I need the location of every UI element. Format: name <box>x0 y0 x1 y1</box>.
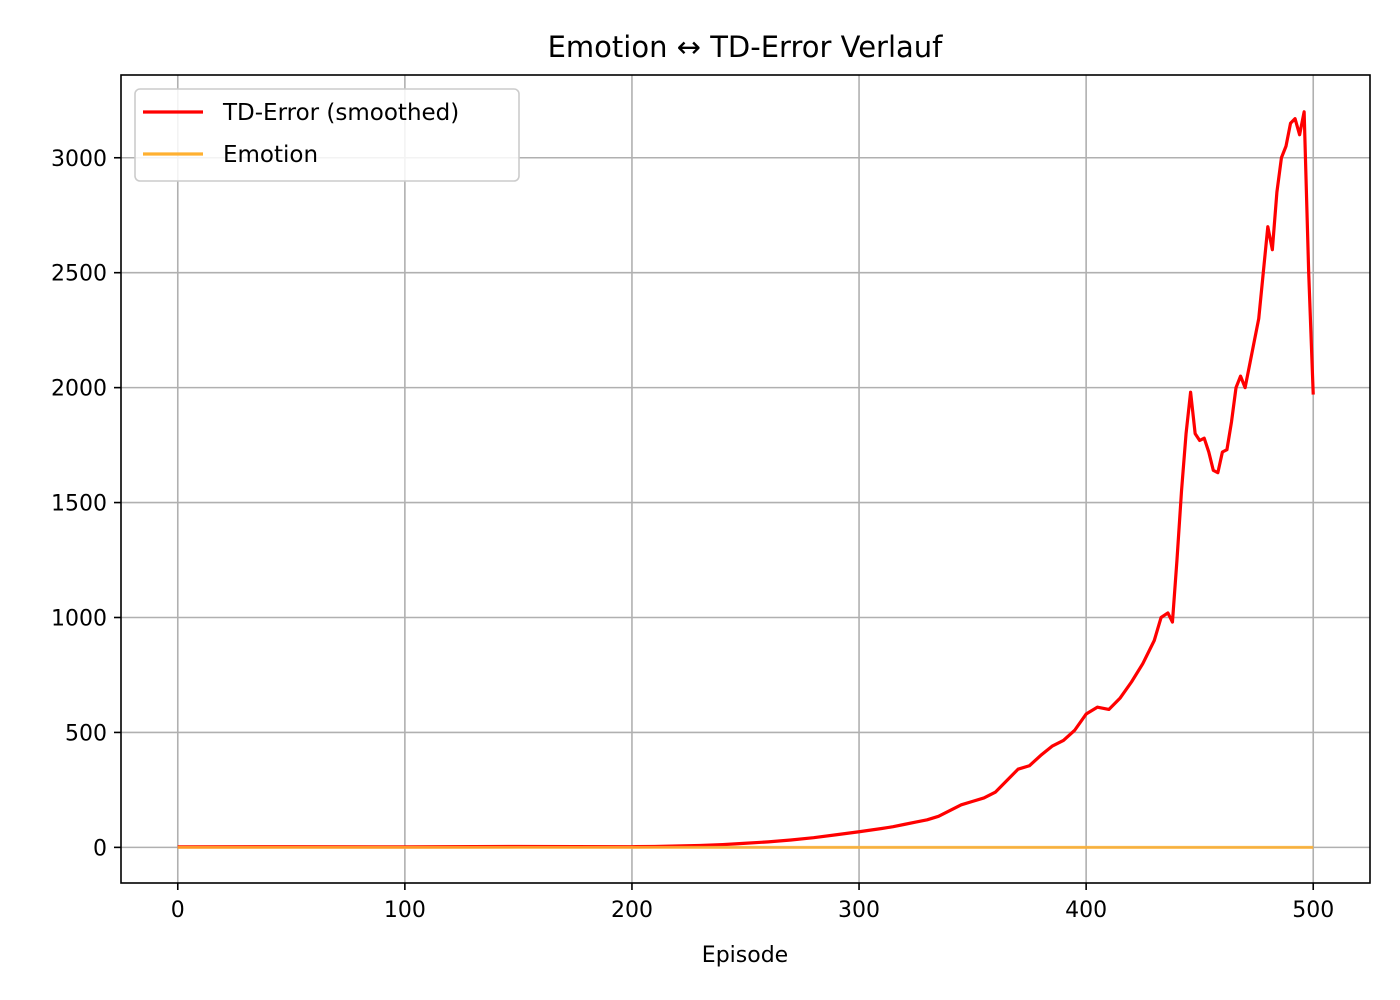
series-lines <box>177 110 1315 849</box>
ticks: 0 100 200 300 400 500 0 500 1000 1500 2000 2500 3000 <box>51 147 1334 923</box>
x-tick-label: 300 <box>838 898 880 923</box>
y-tick-label: 500 <box>65 721 107 746</box>
x-tick-label: 500 <box>1292 898 1334 923</box>
x-axis-label: Episode <box>702 943 788 968</box>
y-tick-label: 2000 <box>51 377 107 402</box>
series-line-td-error <box>177 110 1315 849</box>
x-tick-label: 200 <box>611 898 653 923</box>
legend-box <box>134 88 520 182</box>
y-tick-label: 2500 <box>51 262 107 287</box>
x-tick-label: 0 <box>171 898 185 923</box>
legend-label-td-error: TD-Error (smoothed) <box>222 100 459 126</box>
y-tick-label: 1500 <box>51 492 107 517</box>
y-tick-label: 3000 <box>51 147 107 172</box>
y-tick-label: 0 <box>93 836 107 861</box>
legend: TD-Error (smoothed) Emotion <box>134 88 520 182</box>
axes-frame <box>120 74 1371 884</box>
legend-label-emotion: Emotion <box>223 142 318 168</box>
grid <box>121 75 1370 883</box>
y-tick-label: 1000 <box>51 606 107 631</box>
x-tick-label: 100 <box>384 898 426 923</box>
chart-title: Emotion ↔ TD-Error Verlauf <box>548 30 944 64</box>
x-tick-label: 400 <box>1065 898 1107 923</box>
